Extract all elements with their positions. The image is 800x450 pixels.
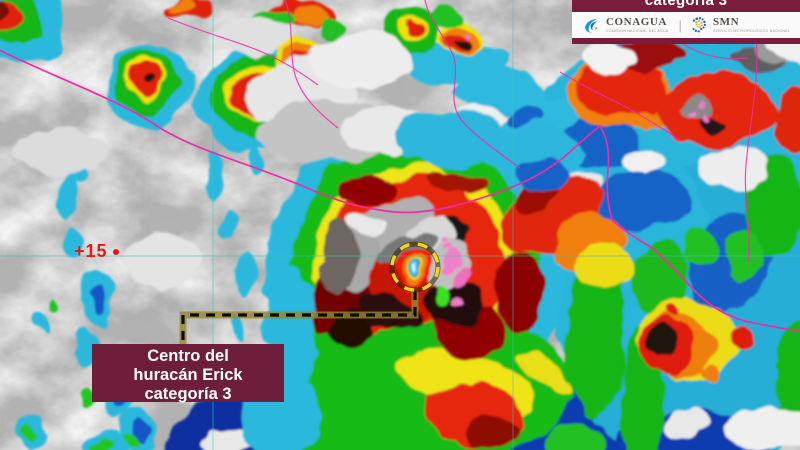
latitude-label: +15 [74, 241, 108, 261]
logo-separator: | [678, 17, 682, 33]
coastline [0, 0, 800, 333]
callout-connector-line [179, 291, 419, 344]
callout-line-1: Centro del [147, 347, 229, 365]
conagua-logo-icon [582, 17, 601, 34]
header-bottom-strip [572, 38, 800, 44]
category-banner: categoría 3 [572, 0, 800, 12]
conagua-wordmark: CONAGUA [605, 16, 667, 28]
conagua-subtitle: COMISIÓN NACIONAL DEL AGUA [605, 28, 669, 33]
callout-line-3: categoría 3 [144, 385, 232, 403]
logo-band: CONAGUA COMISIÓN NACIONAL DEL AGUA | [572, 12, 800, 38]
smn-logo-icon [690, 16, 708, 34]
hurricane-center-callout: Centro del huracán Erick categoría 3 [92, 344, 284, 403]
agency-header: categoría 3 CONAGUA COMISIÓN NACIONAL DE… [572, 0, 800, 44]
smn-wordmark: SMN [712, 16, 740, 28]
smn-subtitle: SERVICIO METEOROLÓGICO NACIONAL [712, 28, 791, 33]
latitude-point-dot [113, 249, 119, 255]
category-banner-text: categoría 3 [644, 0, 728, 9]
hurricane-center-marker [389, 241, 441, 293]
callout-line-2: huracán Erick [133, 366, 243, 384]
